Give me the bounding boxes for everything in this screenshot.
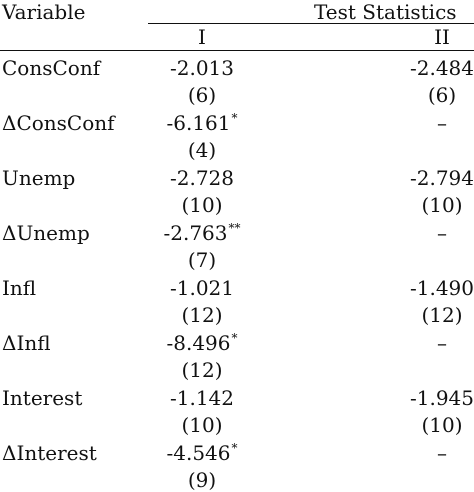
col-ii-statistic: – — [437, 331, 447, 355]
col-i-value: -6.161 — [166, 111, 231, 135]
col-ii-statistic: – — [437, 111, 447, 135]
col-i-statistic: -2.013 — [142, 58, 262, 78]
col-ii-statistic: – — [437, 441, 447, 465]
col-i-value: -2.763 — [163, 221, 228, 245]
col-i-value: -1.142 — [169, 386, 234, 410]
col-i-value: -4.546 — [166, 441, 231, 465]
col-ii-statistic: -2.484 — [409, 56, 474, 80]
column-i-header: I — [198, 25, 206, 49]
col-ii-lag: (6) — [427, 83, 457, 107]
row-label: Interest — [2, 386, 83, 410]
col-i-lag: (4) — [187, 138, 217, 162]
significance-stars: * — [231, 331, 238, 346]
test-statistics-header: Test Statistics — [314, 0, 457, 24]
col-i-value: -2.013 — [169, 56, 234, 80]
col-i-value: -8.496 — [166, 331, 231, 355]
row-label: ΔInterest — [2, 441, 97, 465]
col-i-statistic: -6.161* — [142, 111, 262, 135]
col-i-lag: (7) — [187, 248, 217, 272]
col-i-lag: (9) — [187, 468, 217, 492]
significance-stars: ** — [228, 221, 241, 236]
row-label: Unemp — [2, 166, 76, 190]
col-i-statistic: -1.142 — [142, 388, 262, 408]
row-label: ΔInfl — [2, 331, 51, 355]
col-i-value: -1.021 — [169, 276, 234, 300]
col-i-value: -2.728 — [169, 166, 234, 190]
variable-header: Variable — [2, 0, 86, 24]
col-i-statistic: -1.021 — [142, 278, 262, 298]
col-ii-lag: (12) — [421, 303, 463, 327]
col-i-lag: (12) — [181, 358, 223, 382]
column-ii-header: II — [434, 25, 450, 49]
col-ii-lag: (10) — [421, 413, 463, 437]
col-i-lag: (6) — [187, 83, 217, 107]
col-i-statistic: -8.496* — [142, 331, 262, 355]
top-rule — [0, 50, 474, 51]
col-i-statistic: -4.546* — [142, 441, 262, 465]
significance-stars: * — [231, 111, 238, 126]
col-ii-statistic: -1.945 — [409, 386, 474, 410]
row-label: ΔConsConf — [2, 111, 115, 135]
col-ii-statistic: – — [437, 221, 447, 245]
row-label: ConsConf — [2, 56, 101, 80]
col-ii-statistic: -2.794 — [409, 166, 474, 190]
row-label: ΔUnemp — [2, 221, 90, 245]
col-i-lag: (10) — [181, 413, 223, 437]
col-i-statistic: -2.728 — [142, 168, 262, 188]
col-ii-lag: (10) — [421, 193, 463, 217]
col-i-lag: (10) — [181, 193, 223, 217]
col-ii-statistic: -1.490 — [409, 276, 474, 300]
row-label: Infl — [2, 276, 37, 300]
header-underline — [148, 23, 474, 24]
col-i-lag: (12) — [181, 303, 223, 327]
significance-stars: * — [231, 441, 238, 456]
col-i-statistic: -2.763** — [142, 221, 262, 245]
